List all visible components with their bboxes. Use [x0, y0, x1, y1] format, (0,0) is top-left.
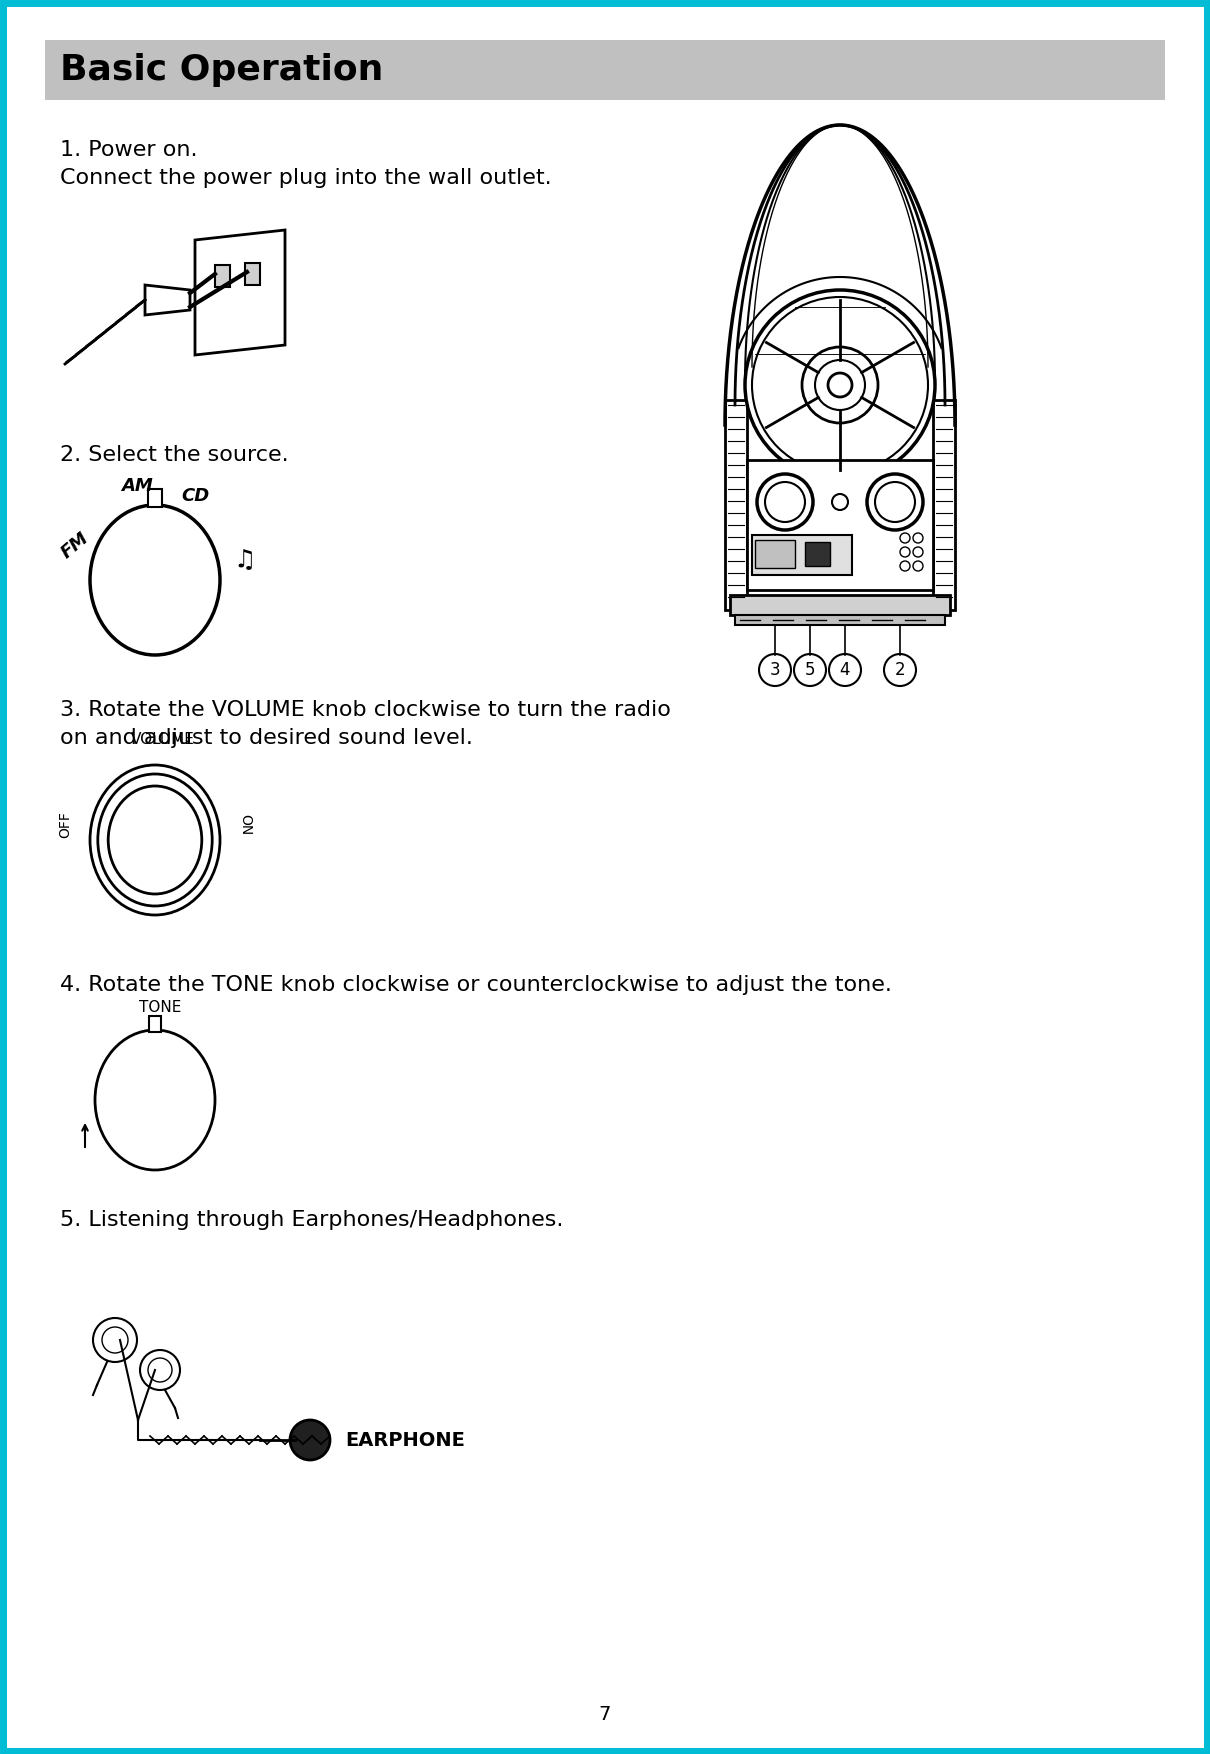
Bar: [734, 616, 945, 624]
Text: 4: 4: [840, 661, 851, 679]
Circle shape: [829, 654, 862, 686]
Text: 3: 3: [770, 661, 780, 679]
Circle shape: [765, 482, 805, 523]
Text: 3. Rotate the VOLUME knob clockwise to turn the radio: 3. Rotate the VOLUME knob clockwise to t…: [60, 700, 670, 719]
Text: AM: AM: [121, 477, 152, 495]
Circle shape: [832, 495, 848, 510]
Bar: [244, 263, 260, 284]
Ellipse shape: [108, 786, 202, 895]
Circle shape: [794, 654, 826, 686]
Polygon shape: [195, 230, 286, 354]
Circle shape: [745, 289, 935, 481]
Circle shape: [885, 654, 916, 686]
Circle shape: [148, 1358, 172, 1382]
Bar: [933, 400, 955, 610]
Text: CD: CD: [180, 488, 209, 505]
Circle shape: [875, 482, 915, 523]
Bar: [747, 460, 933, 589]
Ellipse shape: [90, 765, 220, 916]
Bar: [751, 535, 852, 575]
Text: 7: 7: [599, 1705, 611, 1724]
Bar: [215, 265, 230, 288]
Ellipse shape: [96, 1030, 215, 1170]
Bar: [805, 542, 830, 567]
Bar: [149, 1016, 161, 1031]
Ellipse shape: [90, 505, 220, 654]
Text: VOLUME: VOLUME: [131, 731, 195, 747]
Circle shape: [914, 533, 923, 544]
Circle shape: [802, 347, 878, 423]
Text: 1. Power on.: 1. Power on.: [60, 140, 197, 160]
Bar: [755, 540, 795, 568]
Circle shape: [900, 561, 910, 572]
Text: EARPHONE: EARPHONE: [345, 1431, 465, 1449]
Text: 5. Listening through Earphones/Headphones.: 5. Listening through Earphones/Headphone…: [60, 1210, 564, 1230]
Circle shape: [828, 374, 852, 396]
Ellipse shape: [98, 774, 212, 907]
Circle shape: [868, 474, 923, 530]
Bar: [725, 400, 747, 610]
Circle shape: [751, 296, 928, 474]
Circle shape: [914, 561, 923, 572]
Text: on and adjust to desired sound level.: on and adjust to desired sound level.: [60, 728, 473, 747]
Circle shape: [914, 547, 923, 558]
Circle shape: [102, 1328, 128, 1352]
Polygon shape: [145, 284, 190, 316]
Text: 4. Rotate the TONE knob clockwise or counterclockwise to adjust the tone.: 4. Rotate the TONE knob clockwise or cou…: [60, 975, 892, 995]
Text: Connect the power plug into the wall outlet.: Connect the power plug into the wall out…: [60, 168, 552, 188]
Circle shape: [759, 654, 791, 686]
Text: OFF: OFF: [58, 812, 73, 838]
Text: Basic Operation: Basic Operation: [60, 53, 384, 88]
Bar: [730, 595, 950, 616]
Circle shape: [757, 474, 813, 530]
Circle shape: [900, 547, 910, 558]
Text: FM: FM: [58, 528, 92, 561]
Bar: [45, 40, 1165, 100]
Text: TONE: TONE: [139, 1000, 182, 1016]
Circle shape: [290, 1421, 330, 1459]
Circle shape: [140, 1351, 180, 1389]
Text: 2: 2: [894, 661, 905, 679]
Circle shape: [93, 1317, 137, 1363]
Text: ♫: ♫: [234, 547, 257, 572]
Bar: [148, 489, 162, 507]
Text: 2. Select the source.: 2. Select the source.: [60, 446, 289, 465]
Circle shape: [900, 533, 910, 544]
Text: 5: 5: [805, 661, 816, 679]
Text: ON: ON: [238, 814, 252, 835]
Circle shape: [816, 360, 865, 410]
